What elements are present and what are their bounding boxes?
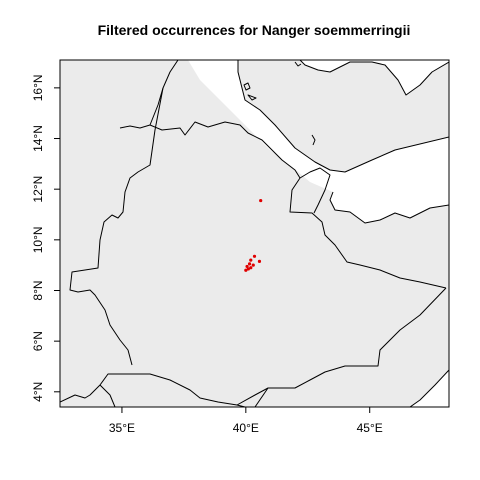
y-tick-label: 14°N [31,125,45,152]
map-title: Filtered occurrences for Nanger soemmerr… [98,22,411,38]
occurrence-point [259,198,263,203]
red-sea [188,60,449,223]
y-tick-label: 6°N [31,331,45,351]
y-tick-label: 12°N [31,176,45,203]
y-tick-label: 8°N [31,280,45,300]
plot-frame [59,59,450,408]
map-panel [60,60,449,407]
occurrence-point [247,262,252,266]
x-tick-label: 45°E [357,421,383,435]
occurrence-point [246,267,250,271]
y-axis: 4°N 6°N 8°N 10°N 12°N 14°N 16°N [31,74,60,402]
x-axis: 35°E 40°E 45°E [109,407,383,435]
sea-northeast [300,60,449,95]
occurrence-point [257,259,262,263]
occurrence-point [252,254,257,258]
x-tick-label: 40°E [233,421,259,435]
occurrence-points [244,198,263,272]
x-tick-label: 35°E [109,421,135,435]
occurrence-point [249,266,253,270]
country-borders [60,60,449,407]
occurrence-point [245,264,249,269]
y-tick-label: 10°N [31,226,45,253]
indian-ocean [410,370,449,407]
y-tick-label: 16°N [31,74,45,101]
occurrence-point [249,258,253,262]
occurrence-point [244,268,248,272]
occurrence-point [251,263,255,267]
y-tick-label: 4°N [31,382,45,402]
